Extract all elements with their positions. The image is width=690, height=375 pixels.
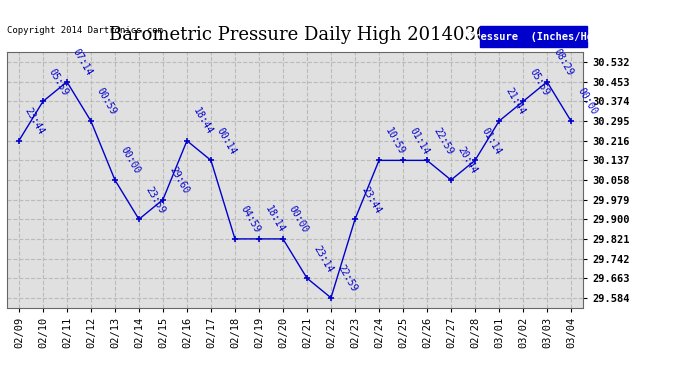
Text: 18:44: 18:44 [191,106,215,136]
Text: Barometric Pressure Daily High 20140305: Barometric Pressure Daily High 20140305 [108,26,499,44]
Text: 20:44: 20:44 [455,146,479,176]
Text: 23:14: 23:14 [311,244,335,274]
Text: 00:00: 00:00 [287,204,310,235]
Text: 22:59: 22:59 [431,126,455,156]
Text: 29:60: 29:60 [167,165,190,195]
Text: 01:14: 01:14 [479,126,502,156]
Text: 00:00: 00:00 [119,146,142,176]
Text: Pressure  (Inches/Hg): Pressure (Inches/Hg) [468,32,599,42]
Text: 00:14: 00:14 [215,126,239,156]
Text: 21:44: 21:44 [503,87,526,117]
Text: 05:59: 05:59 [47,67,70,97]
Text: 08:29: 08:29 [551,47,575,78]
Text: 23:44: 23:44 [23,106,46,136]
Text: 04:59: 04:59 [239,204,262,235]
Text: 10:59: 10:59 [383,126,406,156]
Text: 22:59: 22:59 [335,263,359,294]
Text: 05:59: 05:59 [527,67,551,97]
Text: 23:59: 23:59 [143,184,166,215]
Text: 18:14: 18:14 [263,204,286,235]
Text: Copyright 2014 Dartronics.com: Copyright 2014 Dartronics.com [7,26,163,35]
Text: 23:44: 23:44 [359,184,382,215]
Text: 00:59: 00:59 [95,87,119,117]
Text: 01:14: 01:14 [407,126,431,156]
Text: 00:00: 00:00 [575,87,598,117]
Text: 07:14: 07:14 [71,47,95,78]
